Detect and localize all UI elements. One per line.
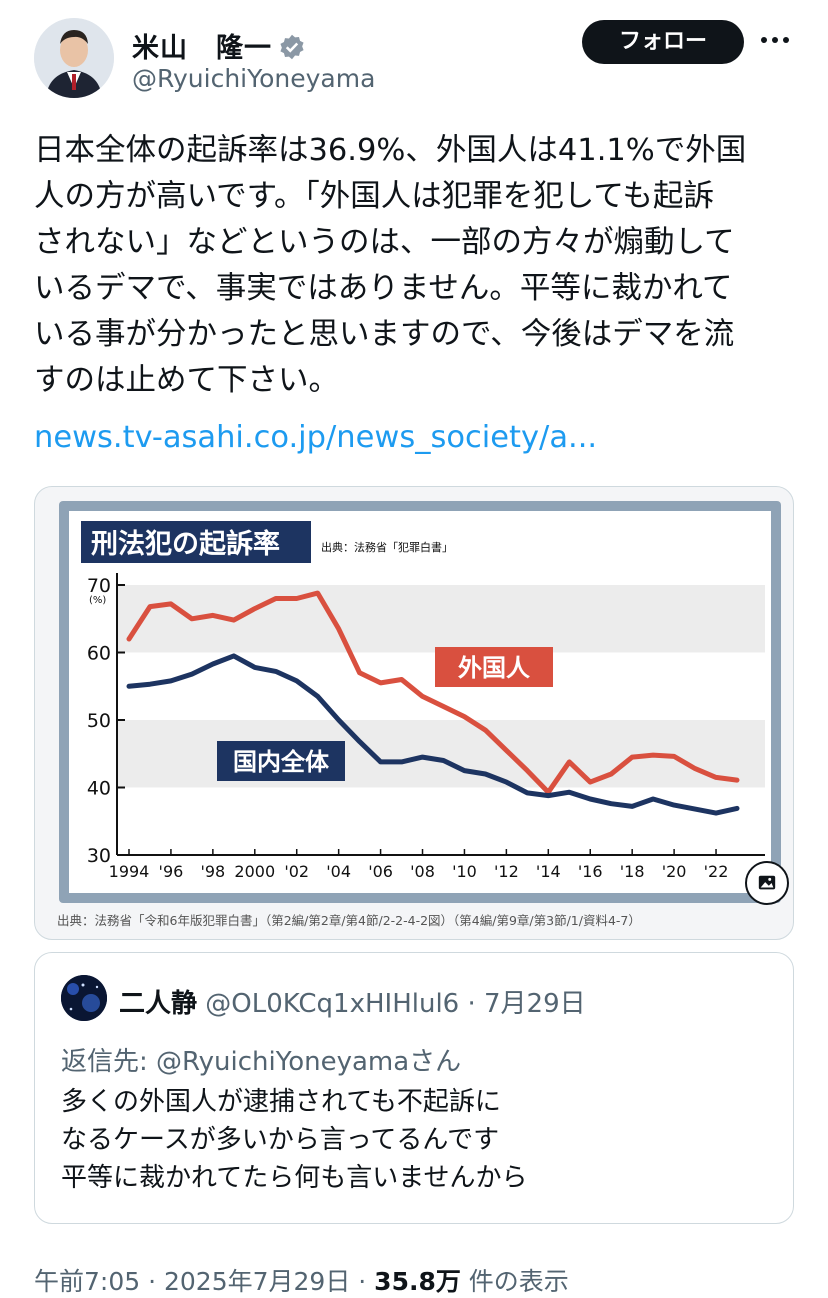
quote-author-name[interactable]: 二人静 — [119, 989, 197, 1019]
timestamp[interactable]: 午前7:05 · 2025年7月29日 · — [34, 1267, 374, 1296]
x-tick-label: '08 — [410, 862, 435, 881]
quote-header: 二人静 @OL0KCq1xHIHlul6 · 7月29日 — [119, 983, 586, 1020]
y-tick-label: 60 — [87, 643, 111, 665]
chart-source: 出典：法務省「令和6年版犯罪白書」（第2編/第2章/第4節/2-2-4-2図）（… — [57, 910, 641, 929]
x-tick-label: '12 — [494, 862, 519, 881]
y-tick-label: 50 — [87, 710, 111, 732]
series-label-foreign: 外国人 — [458, 654, 530, 682]
tweet-header: 米山 隆一 @RyuichiYoneyama フォロー — [34, 18, 794, 98]
verified-badge-icon — [278, 33, 306, 61]
article-link[interactable]: news.tv-asahi.co.jp/news_society/a... — [34, 420, 597, 455]
x-tick-label: '16 — [578, 862, 603, 881]
chart-band — [117, 585, 765, 653]
avatar[interactable] — [34, 18, 114, 98]
y-tick-label: 70 — [87, 575, 111, 597]
y-tick-label: 30 — [87, 845, 111, 867]
view-count-suffix: 件の表示 — [461, 1267, 569, 1296]
series-label-overall: 国内全体 — [233, 748, 330, 776]
quoted-tweet[interactable]: 二人静 @OL0KCq1xHIHlul6 · 7月29日 返信先: @Ryuic… — [34, 952, 794, 1224]
x-tick-label: '04 — [326, 862, 351, 881]
x-tick-label: '10 — [452, 862, 477, 881]
image-icon[interactable] — [745, 861, 789, 905]
chart-title: 刑法犯の起訴率 — [91, 528, 280, 560]
x-tick-label: '18 — [620, 862, 645, 881]
quote-avatar[interactable] — [61, 975, 107, 1021]
media-card[interactable]: 刑法犯の起訴率 出典：法務省「犯罪白書」 70 60 50 40 30 (%) 1994 '96 '… — [34, 486, 794, 940]
chart-source-note: 出典：法務省「犯罪白書」 — [321, 540, 453, 554]
quote-meta: @OL0KCq1xHIHlul6 · 7月29日 — [197, 989, 586, 1019]
x-tick-label: '06 — [368, 862, 393, 881]
x-tick-label: '02 — [284, 862, 309, 881]
quote-text: 多くの外国人が逮捕されても不起訴に なるケースが多いから言ってるんです 平等に裁… — [61, 1083, 761, 1197]
author-name[interactable]: 米山 隆一 — [132, 26, 306, 65]
y-tick-label: 40 — [87, 778, 111, 800]
author-handle[interactable]: @RyuichiYoneyama — [132, 64, 375, 93]
x-tick-label: 1994 — [109, 862, 150, 881]
reply-handle[interactable]: @RyuichiYoneyamaさん — [156, 1047, 461, 1077]
x-tick-label: '20 — [662, 862, 687, 881]
tweet-text: 日本全体の起訴率は36.9%、外国人は41.1%で外国 人の方が高いです。「外国… — [34, 128, 794, 404]
line-chart: 刑法犯の起訴率 出典：法務省「犯罪白書」 70 60 50 40 30 (%) 1994 '96 '… — [59, 501, 781, 903]
author-name-text[interactable]: 米山 隆一 — [132, 33, 272, 64]
quote-reply-to: 返信先: @RyuichiYoneyamaさん — [61, 1041, 461, 1078]
x-tick-label: 2000 — [234, 862, 275, 881]
view-count: 35.8万 — [374, 1267, 461, 1296]
y-unit-label: (%) — [89, 595, 106, 606]
x-tick-label: '14 — [536, 862, 561, 881]
follow-button[interactable]: フォロー — [582, 20, 744, 64]
x-tick-label: '96 — [159, 862, 184, 881]
reply-prefix: 返信先: — [61, 1047, 156, 1077]
x-tick-label: '22 — [704, 862, 729, 881]
chart-frame: 刑法犯の起訴率 出典：法務省「犯罪白書」 70 60 50 40 30 (%) 1994 '96 '… — [59, 501, 781, 903]
more-options-icon[interactable] — [758, 28, 792, 52]
x-tick-label: '98 — [200, 862, 225, 881]
chart-canvas — [69, 511, 771, 893]
